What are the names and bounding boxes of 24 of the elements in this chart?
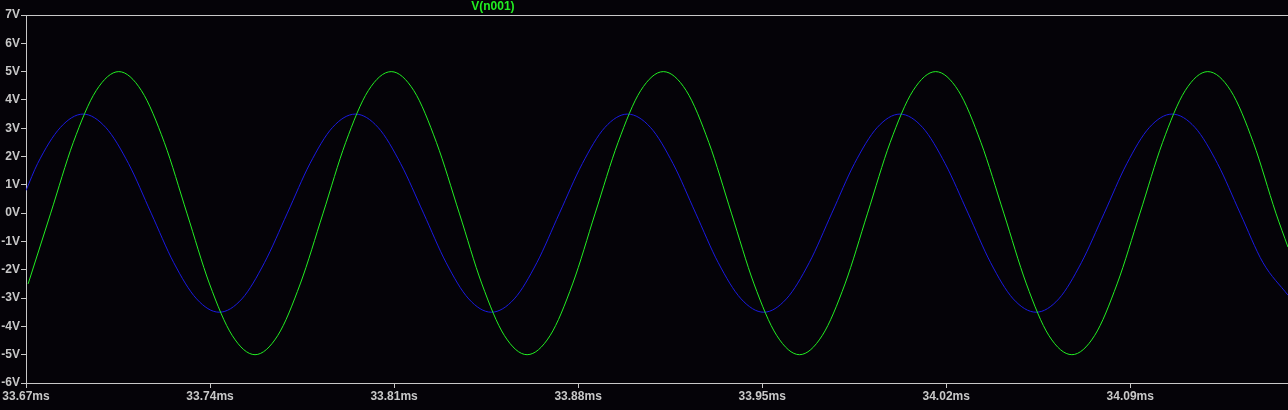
x-tick-label: 33.88ms: [554, 388, 603, 403]
x-tick-label: 34.09ms: [1106, 388, 1155, 403]
y-tick-label: -2V: [1, 262, 20, 277]
x-tick-label: 33.95ms: [738, 388, 787, 403]
y-tick-label: 3V: [5, 120, 20, 135]
y-tick-label: 2V: [5, 148, 20, 163]
y-tick-label: -1V: [1, 233, 20, 248]
y-tick-label: -3V: [1, 290, 20, 305]
x-tick-label: 33.81ms: [370, 388, 419, 403]
y-tick-label: 1V: [5, 177, 20, 192]
x-tick-label: 33.74ms: [186, 388, 235, 403]
y-tick-label: 6V: [5, 35, 20, 50]
y-tick-label: -5V: [1, 347, 20, 361]
text: V(n001): [471, 0, 515, 14]
line-series: [27, 71, 1288, 356]
y-tick-label: 0V: [5, 205, 20, 220]
y-tick-label: 4V: [5, 92, 20, 107]
y-tick-label: -6V: [1, 375, 20, 390]
y-tick-label: 7V: [5, 7, 20, 22]
y-tick-label: 5V: [5, 63, 20, 78]
line-series: [26, 113, 1288, 313]
y-tick-label: -4V: [1, 318, 20, 333]
x-tick-label: 33.67ms: [2, 388, 51, 403]
x-tick-label: 34.02ms: [922, 388, 971, 403]
